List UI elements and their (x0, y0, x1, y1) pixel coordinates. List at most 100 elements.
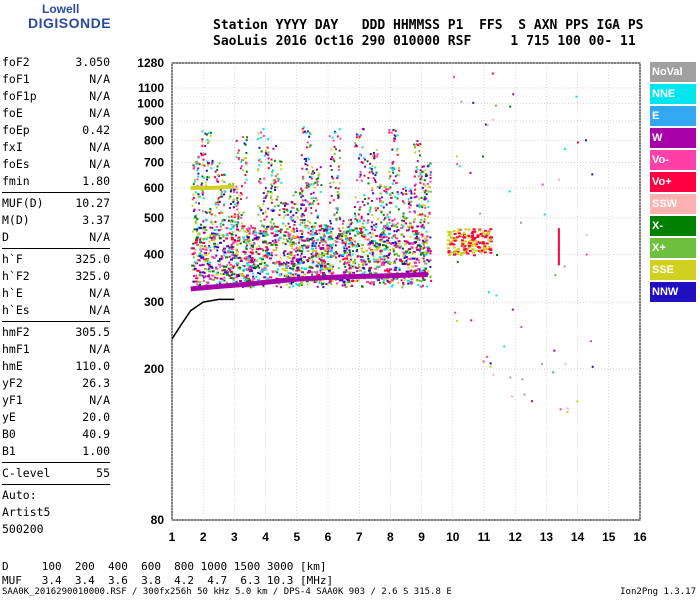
echo-point (361, 262, 365, 265)
echo-point (330, 148, 333, 151)
echo-point (415, 195, 418, 198)
echo-point (223, 180, 226, 183)
echo-point (242, 225, 246, 228)
echo-point (201, 192, 204, 195)
echo-point (426, 285, 429, 288)
echo-point (252, 232, 255, 235)
echo-point (215, 254, 218, 257)
echo-point (419, 213, 422, 216)
echo-point (282, 216, 285, 219)
echo-point (407, 249, 410, 252)
echo-point (236, 199, 239, 202)
echo-point (376, 155, 379, 158)
echo-point (415, 235, 418, 238)
echo-point (275, 248, 278, 251)
echo-point (336, 208, 339, 211)
echo-point (237, 262, 240, 265)
echo-point (303, 130, 306, 133)
echo-point (374, 272, 378, 275)
echo-point (484, 232, 488, 235)
echo-point (393, 235, 397, 238)
echo-point (229, 190, 232, 193)
echo-point (461, 243, 465, 246)
echo-point (262, 285, 265, 288)
param-row: MUF(D) 10.27 (2, 196, 110, 213)
echo-point (209, 134, 212, 137)
echo-point (258, 158, 261, 161)
echo-point (314, 232, 318, 235)
echo-point (295, 250, 298, 253)
echo-point (243, 142, 246, 145)
echo-point (478, 242, 482, 245)
echo-point (422, 243, 425, 246)
x-tick-label: 15 (602, 530, 616, 544)
echo-point (201, 247, 205, 250)
echo-point (396, 245, 400, 248)
echo-point (345, 247, 348, 250)
echo-point (400, 191, 403, 194)
echo-point (354, 214, 357, 217)
echo-point (369, 231, 372, 234)
echo-point (354, 227, 358, 230)
echo-point (419, 279, 423, 282)
param-row: h`Es N/A (2, 303, 110, 320)
echo-point (258, 146, 261, 149)
echo-point (296, 230, 299, 233)
echo-point (219, 277, 223, 280)
echo-point (248, 238, 251, 241)
echo-point (398, 267, 401, 270)
echo-point (228, 232, 231, 235)
echo-point (250, 261, 254, 264)
echo-point (591, 173, 594, 176)
echo-point (380, 221, 383, 224)
echo-point (341, 253, 345, 256)
echo-point (530, 400, 533, 403)
echo-point (252, 264, 255, 267)
echo-point (357, 279, 360, 282)
echo-point (202, 241, 206, 244)
echo-point (403, 192, 406, 195)
echo-point (278, 265, 281, 268)
echo-point (235, 156, 238, 159)
echo-point (367, 177, 370, 180)
echo-point (476, 234, 480, 237)
echo-point (267, 161, 270, 164)
echo-point (239, 273, 243, 276)
echo-point (261, 224, 265, 227)
echo-point (196, 178, 199, 181)
echo-point (446, 243, 450, 246)
echo-point (274, 189, 277, 192)
echo-point (394, 129, 397, 132)
echo-point (305, 146, 308, 149)
echo-point (424, 184, 427, 187)
echo-point (270, 232, 274, 235)
echo-point (213, 228, 217, 231)
echo-point (295, 258, 299, 261)
echo-point (306, 130, 309, 133)
echo-point (218, 212, 221, 215)
echo-point (279, 231, 282, 234)
echo-point (314, 181, 317, 184)
echo-point (385, 192, 388, 195)
echo-point (221, 195, 224, 198)
echo-point (388, 210, 391, 213)
echo-point (294, 191, 297, 194)
echo-point (272, 222, 275, 225)
echo-point (275, 246, 278, 249)
echo-point (382, 232, 385, 235)
echo-point (215, 272, 218, 275)
echo-point (385, 188, 388, 191)
echo-point (454, 311, 457, 314)
echo-point (202, 238, 206, 241)
echo-point (470, 232, 474, 235)
echo-point (245, 262, 248, 265)
echo-point (369, 266, 373, 269)
y-tick-label: 1100 (138, 81, 164, 95)
echo-point (273, 262, 277, 265)
echo-point (194, 201, 197, 204)
echo-point (237, 149, 240, 152)
echo-point (236, 188, 239, 191)
legend-item: NNW (650, 282, 696, 302)
echo-point (308, 135, 311, 138)
echo-point (335, 240, 339, 243)
